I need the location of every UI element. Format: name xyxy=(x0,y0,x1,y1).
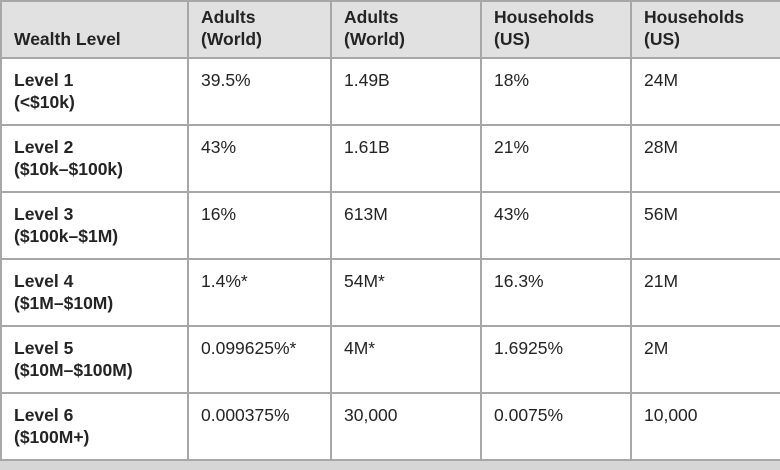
cell-adults-world-count: 613M xyxy=(330,191,482,260)
cell-adults-world-count: 30,000 xyxy=(330,392,482,461)
table-row: Level 6 ($100M+) 0.000375% 30,000 0.0075… xyxy=(0,392,780,461)
table-header-row: Wealth Level Adults (World) Adults (Worl… xyxy=(0,0,780,59)
cell-households-us-pct: 1.6925% xyxy=(480,325,632,394)
cell-adults-world-count: 4M* xyxy=(330,325,482,394)
cell-households-us-count: 24M xyxy=(630,57,780,126)
level-label: Level 6 xyxy=(14,405,74,425)
column-header-sublabel: (US) xyxy=(494,29,530,49)
column-header-label: Adults xyxy=(201,7,256,27)
column-header-sublabel: (US) xyxy=(644,29,680,49)
level-range: (<$10k) xyxy=(14,92,75,112)
cell-adults-world-count: 54M* xyxy=(330,258,482,327)
level-label: Level 3 xyxy=(14,204,74,224)
level-range: ($10M–$100M) xyxy=(14,360,133,380)
column-header-label: Adults xyxy=(344,7,399,27)
cell-adults-world-pct: 43% xyxy=(187,124,332,193)
column-header-wealth-level: Wealth Level xyxy=(0,0,189,59)
cell-wealth-level: Level 2 ($10k–$100k) xyxy=(0,124,189,193)
level-label: Level 5 xyxy=(14,338,74,358)
cell-adults-world-count: 1.49B xyxy=(330,57,482,126)
cell-wealth-level: Level 4 ($1M–$10M) xyxy=(0,258,189,327)
cell-adults-world-pct: 1.4%* xyxy=(187,258,332,327)
column-header-label: Households xyxy=(494,7,595,27)
column-header-sublabel: (World) xyxy=(201,29,262,49)
level-label: Level 1 xyxy=(14,70,74,90)
cell-households-us-pct: 18% xyxy=(480,57,632,126)
cell-households-us-count: 10,000 xyxy=(630,392,780,461)
table-row: Level 4 ($1M–$10M) 1.4%* 54M* 16.3% 21M xyxy=(0,258,780,327)
column-header-households-us-pct: Households (US) xyxy=(480,0,632,59)
cell-households-us-pct: 16.3% xyxy=(480,258,632,327)
level-range: ($100k–$1M) xyxy=(14,226,119,246)
cell-households-us-pct: 0.0075% xyxy=(480,392,632,461)
cell-households-us-count: 21M xyxy=(630,258,780,327)
column-header-sublabel: (World) xyxy=(344,29,405,49)
level-range: ($1M–$10M) xyxy=(14,293,114,313)
level-label: Level 4 xyxy=(14,271,74,291)
column-header-adults-world-count: Adults (World) xyxy=(330,0,482,59)
cell-households-us-count: 28M xyxy=(630,124,780,193)
column-header-households-us-count: Households (US) xyxy=(630,0,780,59)
cell-wealth-level: Level 3 ($100k–$1M) xyxy=(0,191,189,260)
column-header-label: Wealth Level xyxy=(14,29,121,49)
cell-adults-world-pct: 39.5% xyxy=(187,57,332,126)
table-row: Level 1 (<$10k) 39.5% 1.49B 18% 24M xyxy=(0,57,780,126)
cell-adults-world-pct: 0.099625%* xyxy=(187,325,332,394)
table-row: Level 5 ($10M–$100M) 0.099625%* 4M* 1.69… xyxy=(0,325,780,394)
level-label: Level 2 xyxy=(14,137,74,157)
cell-wealth-level: Level 5 ($10M–$100M) xyxy=(0,325,189,394)
table-row: Level 2 ($10k–$100k) 43% 1.61B 21% 28M xyxy=(0,124,780,193)
cell-households-us-pct: 43% xyxy=(480,191,632,260)
table-row: Level 3 ($100k–$1M) 16% 613M 43% 56M xyxy=(0,191,780,260)
cell-adults-world-count: 1.61B xyxy=(330,124,482,193)
cell-adults-world-pct: 16% xyxy=(187,191,332,260)
cell-households-us-count: 56M xyxy=(630,191,780,260)
cell-adults-world-pct: 0.000375% xyxy=(187,392,332,461)
cell-households-us-pct: 21% xyxy=(480,124,632,193)
cell-wealth-level: Level 1 (<$10k) xyxy=(0,57,189,126)
cell-wealth-level: Level 6 ($100M+) xyxy=(0,392,189,461)
column-header-adults-world-pct: Adults (World) xyxy=(187,0,332,59)
cell-households-us-count: 2M xyxy=(630,325,780,394)
column-header-label: Households xyxy=(644,7,745,27)
level-range: ($10k–$100k) xyxy=(14,159,123,179)
level-range: ($100M+) xyxy=(14,427,90,447)
